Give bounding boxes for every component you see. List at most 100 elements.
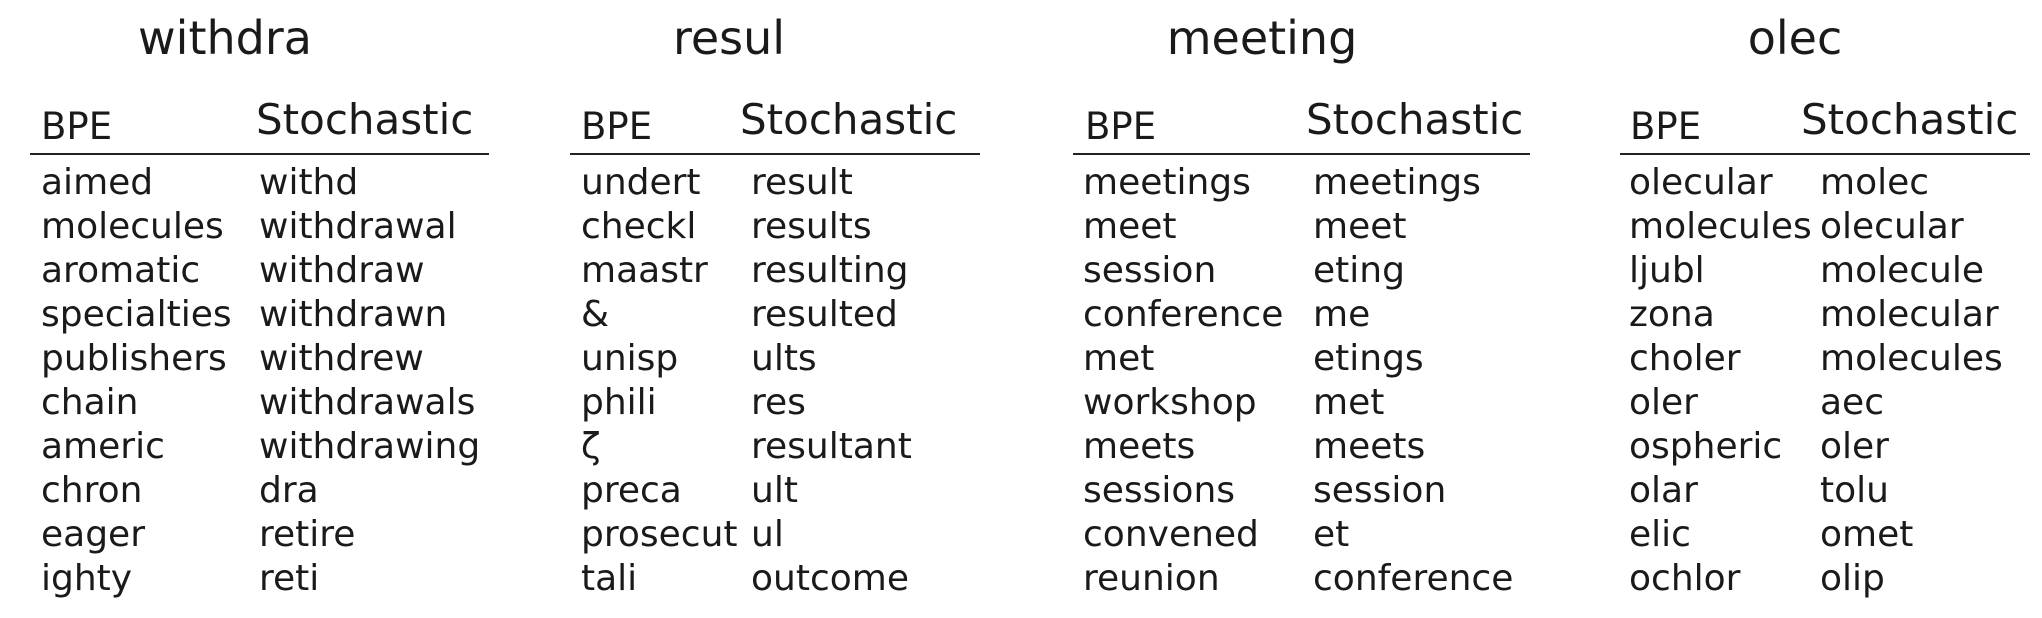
list-item: elic [1629,514,1691,555]
list-item: withdrawals [259,382,476,423]
bpe-column-header: BPE [1085,105,1157,148]
list-item: ljubl [1629,250,1705,291]
list-item: withd [259,162,359,203]
panel-resul: resul BPE Stochastic undert checkl maast… [500,0,1040,618]
list-item: molecule [1820,250,1985,291]
header-divider [1620,153,2030,155]
list-item: ul [751,514,784,555]
stochastic-column-header: Stochastic [256,95,474,144]
list-item: tolu [1820,470,1889,511]
list-item: aimed [41,162,154,203]
list-item: oler [1629,382,1698,423]
list-item: withdrawal [259,206,457,247]
bpe-column-header: BPE [41,105,113,148]
list-item: molecules [41,206,224,247]
list-item: chain [41,382,139,423]
list-item: meetings [1083,162,1251,203]
list-item: et [1313,514,1350,555]
list-item: specialties [41,294,232,335]
list-item: ζ [581,426,601,467]
list-item: resultant [751,426,912,467]
panel-title: withdra [138,11,312,65]
list-item: withdrawn [259,294,448,335]
panel-meeting: meeting BPE Stochastic meetings meet ses… [1040,0,1580,618]
header-divider [1073,153,1530,155]
list-item: molecular [1820,294,1999,335]
list-item: preca [581,470,682,511]
list-item: res [751,382,806,423]
list-item: olecular [1820,206,1964,247]
list-item: conference [1313,558,1514,599]
list-item: olip [1820,558,1885,599]
list-item: oler [1820,426,1889,467]
list-item: meet [1083,206,1177,247]
list-item: ochlor [1629,558,1741,599]
stochastic-column-header: Stochastic [1306,95,1524,144]
bpe-word-list: meetings meet session conference met wor… [1083,161,1283,601]
list-item: eager [41,514,146,555]
list-item: unisp [581,338,679,379]
list-item: result [751,162,853,203]
stochastic-word-list: withd withdrawal withdraw withdrawn with… [259,161,480,601]
list-item: workshop [1083,382,1257,423]
bpe-column-header: BPE [1630,105,1702,148]
list-item: undert [581,162,701,203]
stochastic-column-header: Stochastic [740,95,958,144]
list-item: withdraw [259,250,425,291]
list-item: dra [259,470,319,511]
list-item: outcome [751,558,909,599]
stochastic-column-header: Stochastic [1801,95,2019,144]
list-item: americ [41,426,165,467]
list-item: meets [1313,426,1426,467]
stochastic-word-list: meetings meet eting me etings met meets … [1313,161,1513,601]
list-item: meetings [1313,162,1481,203]
list-item: molecules [1820,338,2003,379]
list-item: omet [1820,514,1914,555]
stochastic-word-list: molec olecular molecule molecular molecu… [1820,161,2003,601]
list-item: aec [1820,382,1885,423]
list-item: prosecut [581,514,738,555]
list-item: results [751,206,872,247]
panel-withdra: withdra BPE Stochastic aimed molecules a… [0,0,500,618]
list-item: session [1313,470,1447,511]
list-item: eting [1313,250,1405,291]
list-item: zona [1629,294,1715,335]
list-item: withdrawing [259,426,481,467]
list-item: etings [1313,338,1424,379]
list-item: met [1083,338,1155,379]
list-item: molec [1820,162,1930,203]
list-item: & [581,294,610,335]
list-item: sessions [1083,470,1236,511]
panel-title: meeting [1166,11,1358,65]
list-item: ospheric [1629,426,1783,467]
list-item: tali [581,558,638,599]
panel-title: olec [1747,11,1843,65]
list-item: meet [1313,206,1407,247]
list-item: olecular [1629,162,1773,203]
list-item: resulted [751,294,898,335]
list-item: session [1083,250,1217,291]
list-item: ults [751,338,817,379]
bpe-word-list: olecular molecules ljubl zona choler ole… [1629,161,1812,601]
list-item: publishers [41,338,227,379]
list-item: maastr [581,250,708,291]
list-item: met [1313,382,1385,423]
list-item: phili [581,382,657,423]
list-item: choler [1629,338,1741,379]
list-item: resulting [751,250,909,291]
list-item: aromatic [41,250,201,291]
list-item: me [1313,294,1371,335]
list-item: retire [259,514,356,555]
list-item: olar [1629,470,1698,511]
bpe-word-list: aimed molecules aromatic specialties pub… [41,161,232,601]
panel-title: resul [672,11,786,65]
bpe-column-header: BPE [581,105,653,148]
list-item: reunion [1083,558,1220,599]
list-item: ighty [41,558,133,599]
list-item: reti [259,558,320,599]
list-item: convened [1083,514,1259,555]
header-divider [30,153,489,155]
list-item: withdrew [259,338,424,379]
list-item: meets [1083,426,1196,467]
stochastic-word-list: result results resulting resulted ults r… [751,161,912,601]
